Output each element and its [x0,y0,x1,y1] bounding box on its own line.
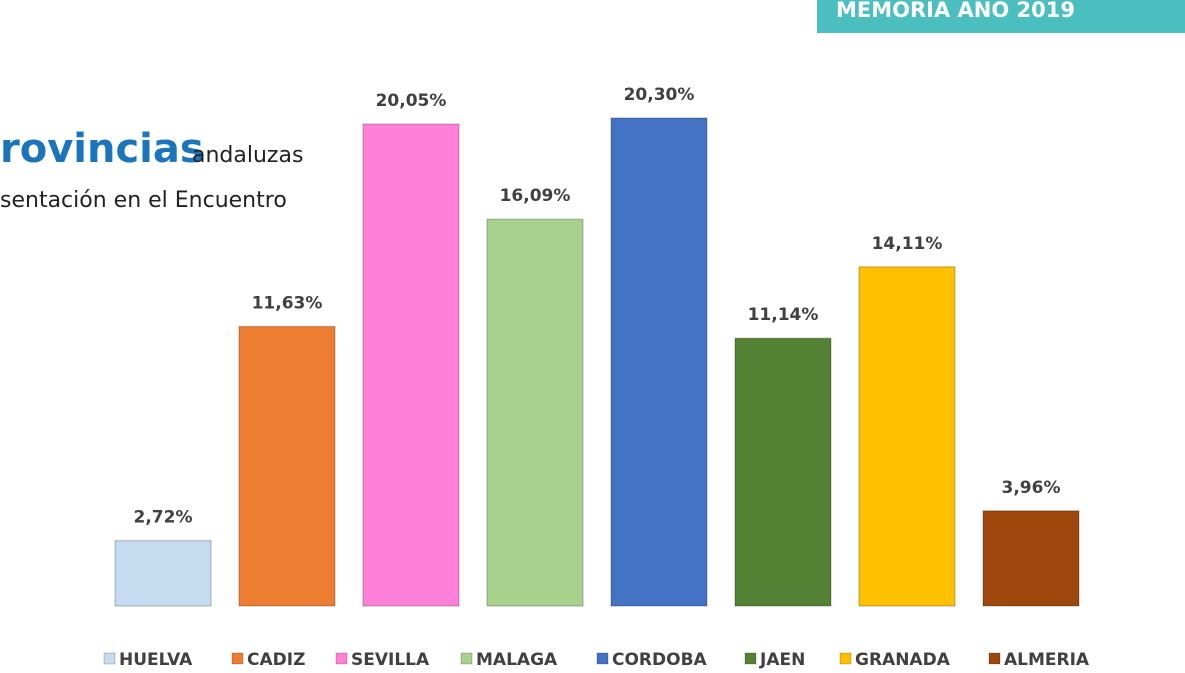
legend-swatch [596,652,609,665]
legend-label: CADIZ [247,650,305,670]
data-label: 11,63% [252,293,323,313]
header-badge-text: MEMORIA AÑO 2019 [836,0,1075,22]
data-label: 11,14% [748,305,819,325]
legend-swatch [839,652,852,665]
legend-swatch [460,652,473,665]
bar [734,337,832,607]
data-label: 2,72% [134,508,193,528]
title-rest: andaluzas [192,143,303,168]
bar [114,539,212,607]
legend-label: MALAGA [476,650,558,670]
header-badge [817,0,1185,33]
bar [362,123,460,607]
legend-label: ALMERIA [1004,650,1090,670]
legend-swatch [103,652,116,665]
legend-swatch [231,652,244,665]
bar [486,218,584,607]
data-label: 16,09% [500,186,571,206]
legend-swatch [988,652,1001,665]
data-label: 20,05% [376,91,447,111]
subtitle-fragment: sentación en el Encuentro [0,188,287,213]
legend-swatch [744,652,757,665]
bar [858,266,956,607]
bar [238,325,336,607]
legend-label: HUELVA [119,650,193,670]
title-fragment: rovincias [0,126,204,172]
bar [982,510,1080,607]
data-label: 3,96% [1002,478,1061,498]
legend-label: CORDOBA [612,650,708,670]
legend-swatch [335,652,348,665]
data-label: 14,11% [872,234,943,254]
legend-label: GRANADA [855,650,951,670]
legend-label: JAEN [759,650,805,670]
legend-label: SEVILLA [351,650,430,670]
data-label: 20,30% [624,85,695,105]
bar [610,117,708,607]
